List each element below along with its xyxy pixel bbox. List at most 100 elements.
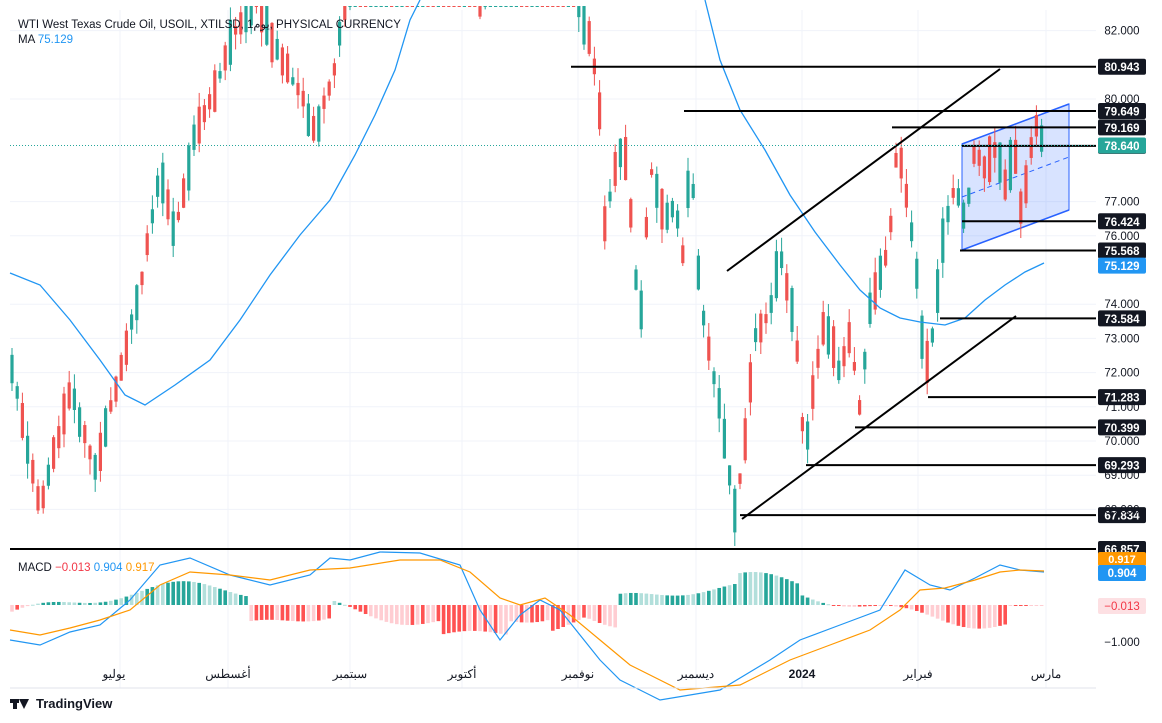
- macd-hist-bar: [582, 605, 586, 618]
- candle-body: [816, 348, 820, 368]
- candle-body: [613, 151, 617, 186]
- ma-value: 75.129: [37, 34, 74, 46]
- macd-hist-bar: [343, 604, 347, 606]
- candle: [291, 67, 295, 87]
- candle-body: [608, 191, 612, 202]
- macd-hist-bar: [228, 592, 233, 605]
- macd-hist-bar: [254, 605, 259, 621]
- candle-body: [421, 6, 425, 7]
- candle-body: [104, 408, 108, 447]
- macd-hist-bar: [363, 605, 368, 615]
- candle-body: [358, 6, 362, 7]
- candle: [587, 16, 591, 57]
- candle: [197, 92, 201, 153]
- macd-hist-bar: [675, 595, 680, 605]
- candle-body: [624, 136, 628, 181]
- candle-body: [811, 375, 815, 409]
- candle: [702, 304, 706, 338]
- candle-body: [390, 6, 394, 7]
- candle-body: [1014, 139, 1018, 174]
- candle-body: [572, 6, 576, 7]
- candle: [426, 6, 430, 7]
- channel-mid-line: [961, 156, 1070, 198]
- candle-body: [312, 115, 316, 141]
- macd-hist-bar: [847, 605, 851, 607]
- candle-body: [977, 149, 981, 166]
- macd-hist-bar: [696, 593, 701, 605]
- time-axis-label: ديسمبر: [677, 667, 715, 681]
- candle: [374, 6, 378, 7]
- macd-hist-bar: [285, 605, 290, 621]
- candle: [1003, 159, 1007, 202]
- macd-hist-bar: [920, 605, 924, 613]
- macd-tag-label: 0.904: [1108, 568, 1137, 580]
- candle: [670, 197, 674, 223]
- time-axis-label: نوفمبر: [561, 667, 594, 681]
- macd-hist-bar: [384, 605, 389, 622]
- macd-hist-bar: [213, 587, 217, 605]
- candle-body: [447, 6, 451, 7]
- macd-hist-bar: [941, 605, 945, 621]
- macd-hist-bar: [467, 605, 472, 631]
- candle-body: [842, 346, 846, 367]
- macd-hist-bar: [1029, 605, 1033, 606]
- candle-body: [26, 435, 30, 464]
- candle-body: [260, 6, 264, 33]
- candle-body: [488, 6, 492, 7]
- price-tick-label: 73.000: [1104, 333, 1139, 345]
- price-tick-label: 68.000: [1104, 504, 1139, 516]
- macd-hist-bar: [925, 605, 929, 615]
- macd-hist-bar: [837, 605, 841, 606]
- macd-hist-value: −0.013: [55, 562, 91, 574]
- candle: [483, 6, 487, 10]
- macd-hist-bar: [337, 602, 342, 605]
- level-tag: 76.424: [1098, 213, 1146, 230]
- candle-body: [192, 124, 196, 150]
- macd-hist-bar: [951, 605, 955, 625]
- macd-hist-bar: [738, 573, 742, 605]
- candle-body: [785, 273, 789, 301]
- level-tag-label: 79.649: [1104, 106, 1139, 118]
- macd-tag: 0.904: [1098, 565, 1146, 581]
- macd-hist-bar: [743, 572, 747, 605]
- macd-hist-bar: [639, 593, 643, 605]
- candle-body: [925, 340, 929, 383]
- candle: [447, 6, 451, 7]
- candle: [930, 326, 934, 347]
- macd-hist-bar: [592, 605, 597, 621]
- candle-body: [483, 6, 487, 7]
- candle-body: [114, 376, 118, 402]
- macd-hist-bar: [150, 587, 155, 605]
- candle-body: [733, 488, 737, 533]
- macd-hist-bar: [20, 605, 25, 608]
- candle-body: [852, 362, 856, 371]
- macd-hist-bar: [1024, 605, 1028, 606]
- candle: [488, 6, 492, 7]
- candle: [301, 77, 305, 118]
- candle: [962, 199, 966, 233]
- candle: [956, 179, 960, 208]
- candle-body: [1019, 191, 1023, 224]
- candle-body: [218, 71, 222, 79]
- candle: [618, 138, 622, 180]
- candle: [790, 285, 794, 342]
- macd-hist-bar: [72, 602, 77, 605]
- candle: [223, 41, 227, 81]
- candle-body: [650, 169, 654, 175]
- level-tag-box: [1098, 213, 1146, 230]
- symbol-title: WTI West Texas Crude Oil, USOIL, XTILSD,…: [18, 17, 401, 31]
- macd-hist-bar: [525, 605, 529, 623]
- candle: [457, 6, 461, 7]
- candle-body: [535, 6, 539, 7]
- macd-hist-bar: [493, 605, 498, 633]
- macd-hist-bar: [935, 605, 940, 619]
- candle-body: [915, 258, 919, 289]
- candle-body: [275, 38, 279, 60]
- tradingview-branding[interactable]: TradingView: [10, 696, 112, 711]
- macd-hist-bar: [181, 581, 186, 605]
- candle-body: [10, 354, 14, 384]
- macd-hist-bar: [322, 605, 326, 620]
- macd-hist-bar: [155, 585, 160, 605]
- candle-body: [374, 6, 378, 7]
